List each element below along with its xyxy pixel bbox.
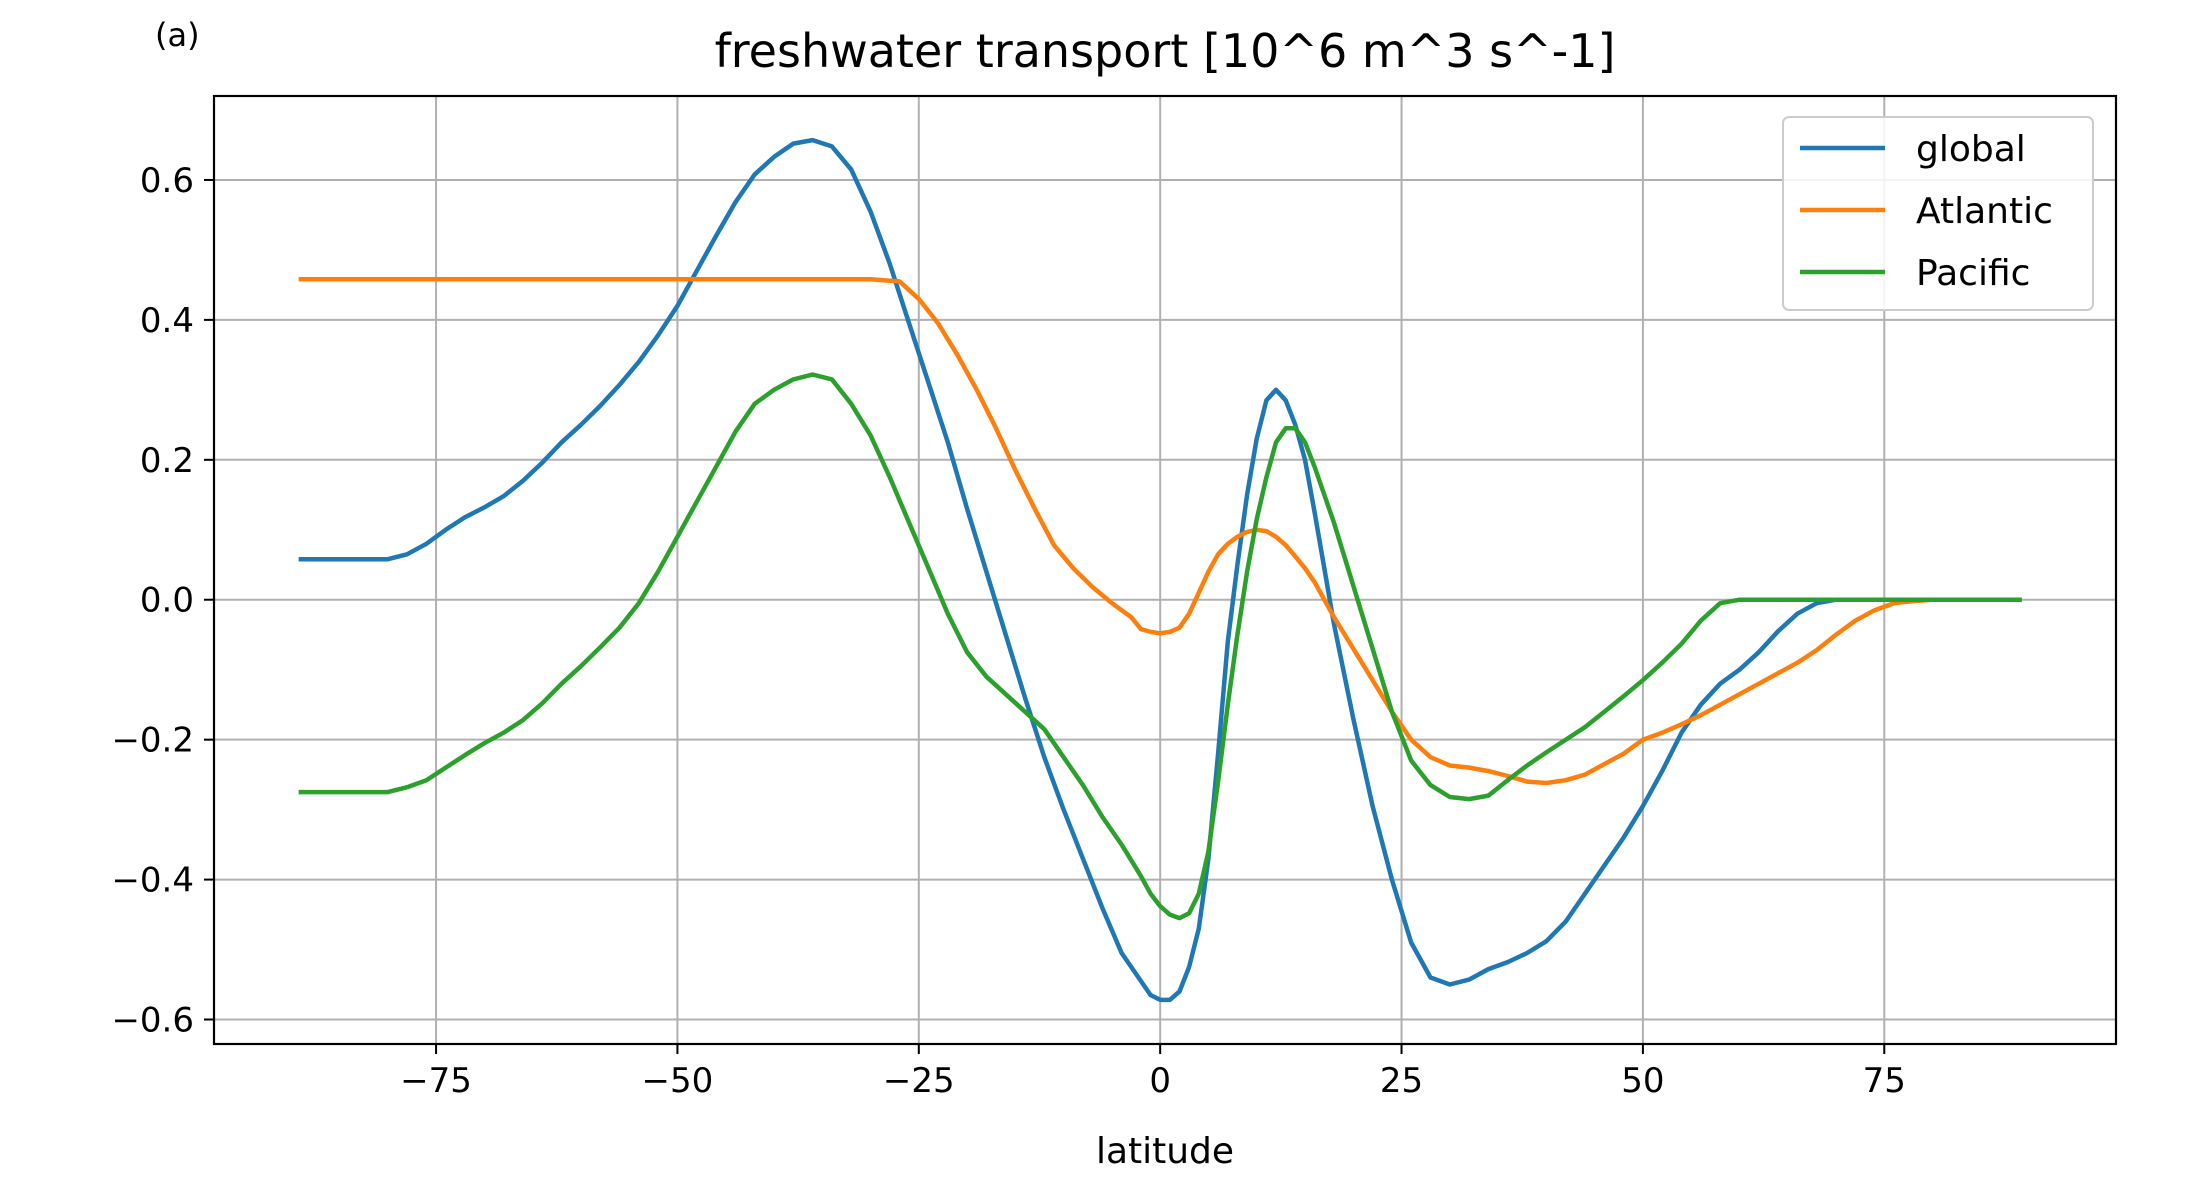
- x-tick-label: −75: [400, 1061, 472, 1101]
- x-axis-label: latitude: [1096, 1131, 1234, 1172]
- x-tick-label: −50: [642, 1061, 714, 1101]
- y-tick-label: 0.2: [140, 441, 194, 481]
- legend: global Atlantic Pacific: [1782, 116, 2094, 311]
- legend-label-global: global: [1916, 129, 2026, 170]
- series-line-pacific: [298, 372, 2022, 921]
- legend-label-pacific: Pacific: [1916, 253, 2030, 294]
- series-lines: [298, 137, 2022, 1003]
- panel-label: (a): [155, 16, 200, 54]
- y-tick-label: 0.4: [140, 301, 194, 341]
- y-tick-label: −0.6: [111, 1001, 194, 1041]
- y-tick-label: −0.2: [111, 721, 194, 761]
- y-tick-label: −0.4: [111, 861, 194, 901]
- x-tick-label: 50: [1621, 1061, 1664, 1101]
- plot-frame: [212, 94, 2118, 1046]
- legend-label-atlantic: Atlantic: [1916, 191, 2053, 232]
- y-tick-label: 0.6: [140, 161, 194, 201]
- x-tick-label: 25: [1380, 1061, 1423, 1101]
- chart-title: freshwater transport [10^6 m^3 s^-1]: [715, 24, 1616, 78]
- x-tick-label: −25: [883, 1061, 955, 1101]
- series-line-atlantic: [298, 277, 2022, 786]
- legend-box: [1782, 116, 2094, 311]
- x-tick-label: 75: [1863, 1061, 1906, 1101]
- x-axis-ticks: −75 −50 −25 0 25 50 75: [400, 1044, 1906, 1101]
- y-axis-ticks: −0.6 −0.4 −0.2 0.0 0.2 0.4 0.6: [111, 161, 214, 1041]
- x-tick-label: 0: [1149, 1061, 1171, 1101]
- y-tick-label: 0.0: [140, 581, 194, 621]
